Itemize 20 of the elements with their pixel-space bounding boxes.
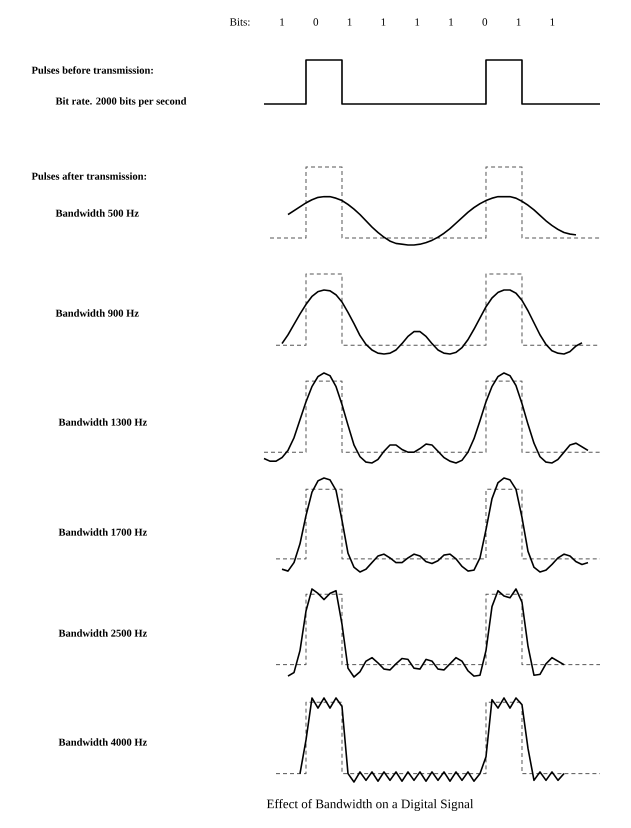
text: 1 <box>516 18 521 26</box>
text: 1 <box>280 18 284 26</box>
x-axis-title: Bits: <box>230 18 250 26</box>
y-axis-title: Bandwidth 1700 Hz <box>58 528 147 536</box>
text: 0 <box>313 18 318 26</box>
y-axis-title: Bandwidth 900 Hz <box>56 309 139 317</box>
text: 0 <box>482 18 488 26</box>
text: 1 <box>550 18 554 26</box>
text: Pulses before transmission: <box>32 66 153 74</box>
text: Pulses after transmission: <box>32 172 146 180</box>
text: 1 <box>382 18 386 26</box>
y-axis-title: Bit rate. 2000 bits per second <box>56 97 186 107</box>
text: 1 <box>348 18 352 26</box>
text: Effect of Bandwidth on a Digital Signal <box>266 799 474 811</box>
text: 1 <box>415 18 420 26</box>
text: 1 <box>449 18 454 26</box>
y-axis-title: Bandwidth 1300 Hz <box>58 418 147 426</box>
y-axis-title: Bandwidth 2500 Hz <box>58 629 147 637</box>
y-axis-title: Bandwidth 4000 Hz <box>58 738 147 746</box>
y-axis-title: Bandwidth 500 Hz <box>56 209 139 217</box>
